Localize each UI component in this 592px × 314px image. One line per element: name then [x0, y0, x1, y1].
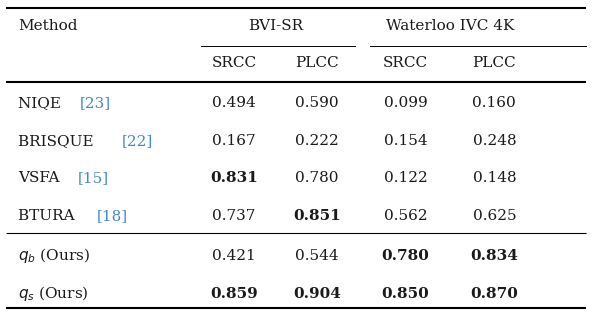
- Text: PLCC: PLCC: [295, 56, 339, 70]
- Text: 0.222: 0.222: [295, 134, 339, 148]
- Text: 0.834: 0.834: [471, 249, 518, 263]
- Text: [18]: [18]: [97, 209, 128, 223]
- Text: $q_s$ (Ours): $q_s$ (Ours): [18, 284, 88, 303]
- Text: 0.737: 0.737: [212, 209, 256, 223]
- Text: 0.780: 0.780: [382, 249, 429, 263]
- Text: BVI-SR: BVI-SR: [247, 19, 303, 33]
- Text: SRCC: SRCC: [211, 56, 256, 70]
- Text: 0.099: 0.099: [384, 96, 427, 110]
- Text: NIQE: NIQE: [18, 96, 66, 110]
- Text: BTURA: BTURA: [18, 209, 79, 223]
- Text: 0.625: 0.625: [472, 209, 516, 223]
- Text: $q_b$ (Ours): $q_b$ (Ours): [18, 246, 89, 265]
- Text: [15]: [15]: [78, 171, 109, 185]
- Text: 0.167: 0.167: [212, 134, 256, 148]
- Text: PLCC: PLCC: [472, 56, 516, 70]
- Text: 0.904: 0.904: [293, 287, 340, 300]
- Text: 0.248: 0.248: [472, 134, 516, 148]
- Text: 0.850: 0.850: [382, 287, 429, 300]
- Text: Method: Method: [18, 19, 78, 33]
- Text: 0.148: 0.148: [472, 171, 516, 185]
- Text: 0.831: 0.831: [210, 171, 258, 185]
- Text: Waterloo IVC 4K: Waterloo IVC 4K: [386, 19, 514, 33]
- Text: 0.870: 0.870: [471, 287, 518, 300]
- Text: 0.851: 0.851: [293, 209, 340, 223]
- Text: [23]: [23]: [79, 96, 111, 110]
- Text: 0.562: 0.562: [384, 209, 427, 223]
- Text: 0.590: 0.590: [295, 96, 339, 110]
- Text: 0.421: 0.421: [212, 249, 256, 263]
- Text: 0.154: 0.154: [384, 134, 427, 148]
- Text: 0.780: 0.780: [295, 171, 339, 185]
- Text: 0.122: 0.122: [384, 171, 427, 185]
- Text: BRISQUE: BRISQUE: [18, 134, 98, 148]
- Text: 0.859: 0.859: [210, 287, 258, 300]
- Text: VSFA: VSFA: [18, 171, 64, 185]
- Text: SRCC: SRCC: [383, 56, 428, 70]
- Text: [22]: [22]: [121, 134, 153, 148]
- Text: 0.544: 0.544: [295, 249, 339, 263]
- Text: 0.160: 0.160: [472, 96, 516, 110]
- Text: 0.494: 0.494: [212, 96, 256, 110]
